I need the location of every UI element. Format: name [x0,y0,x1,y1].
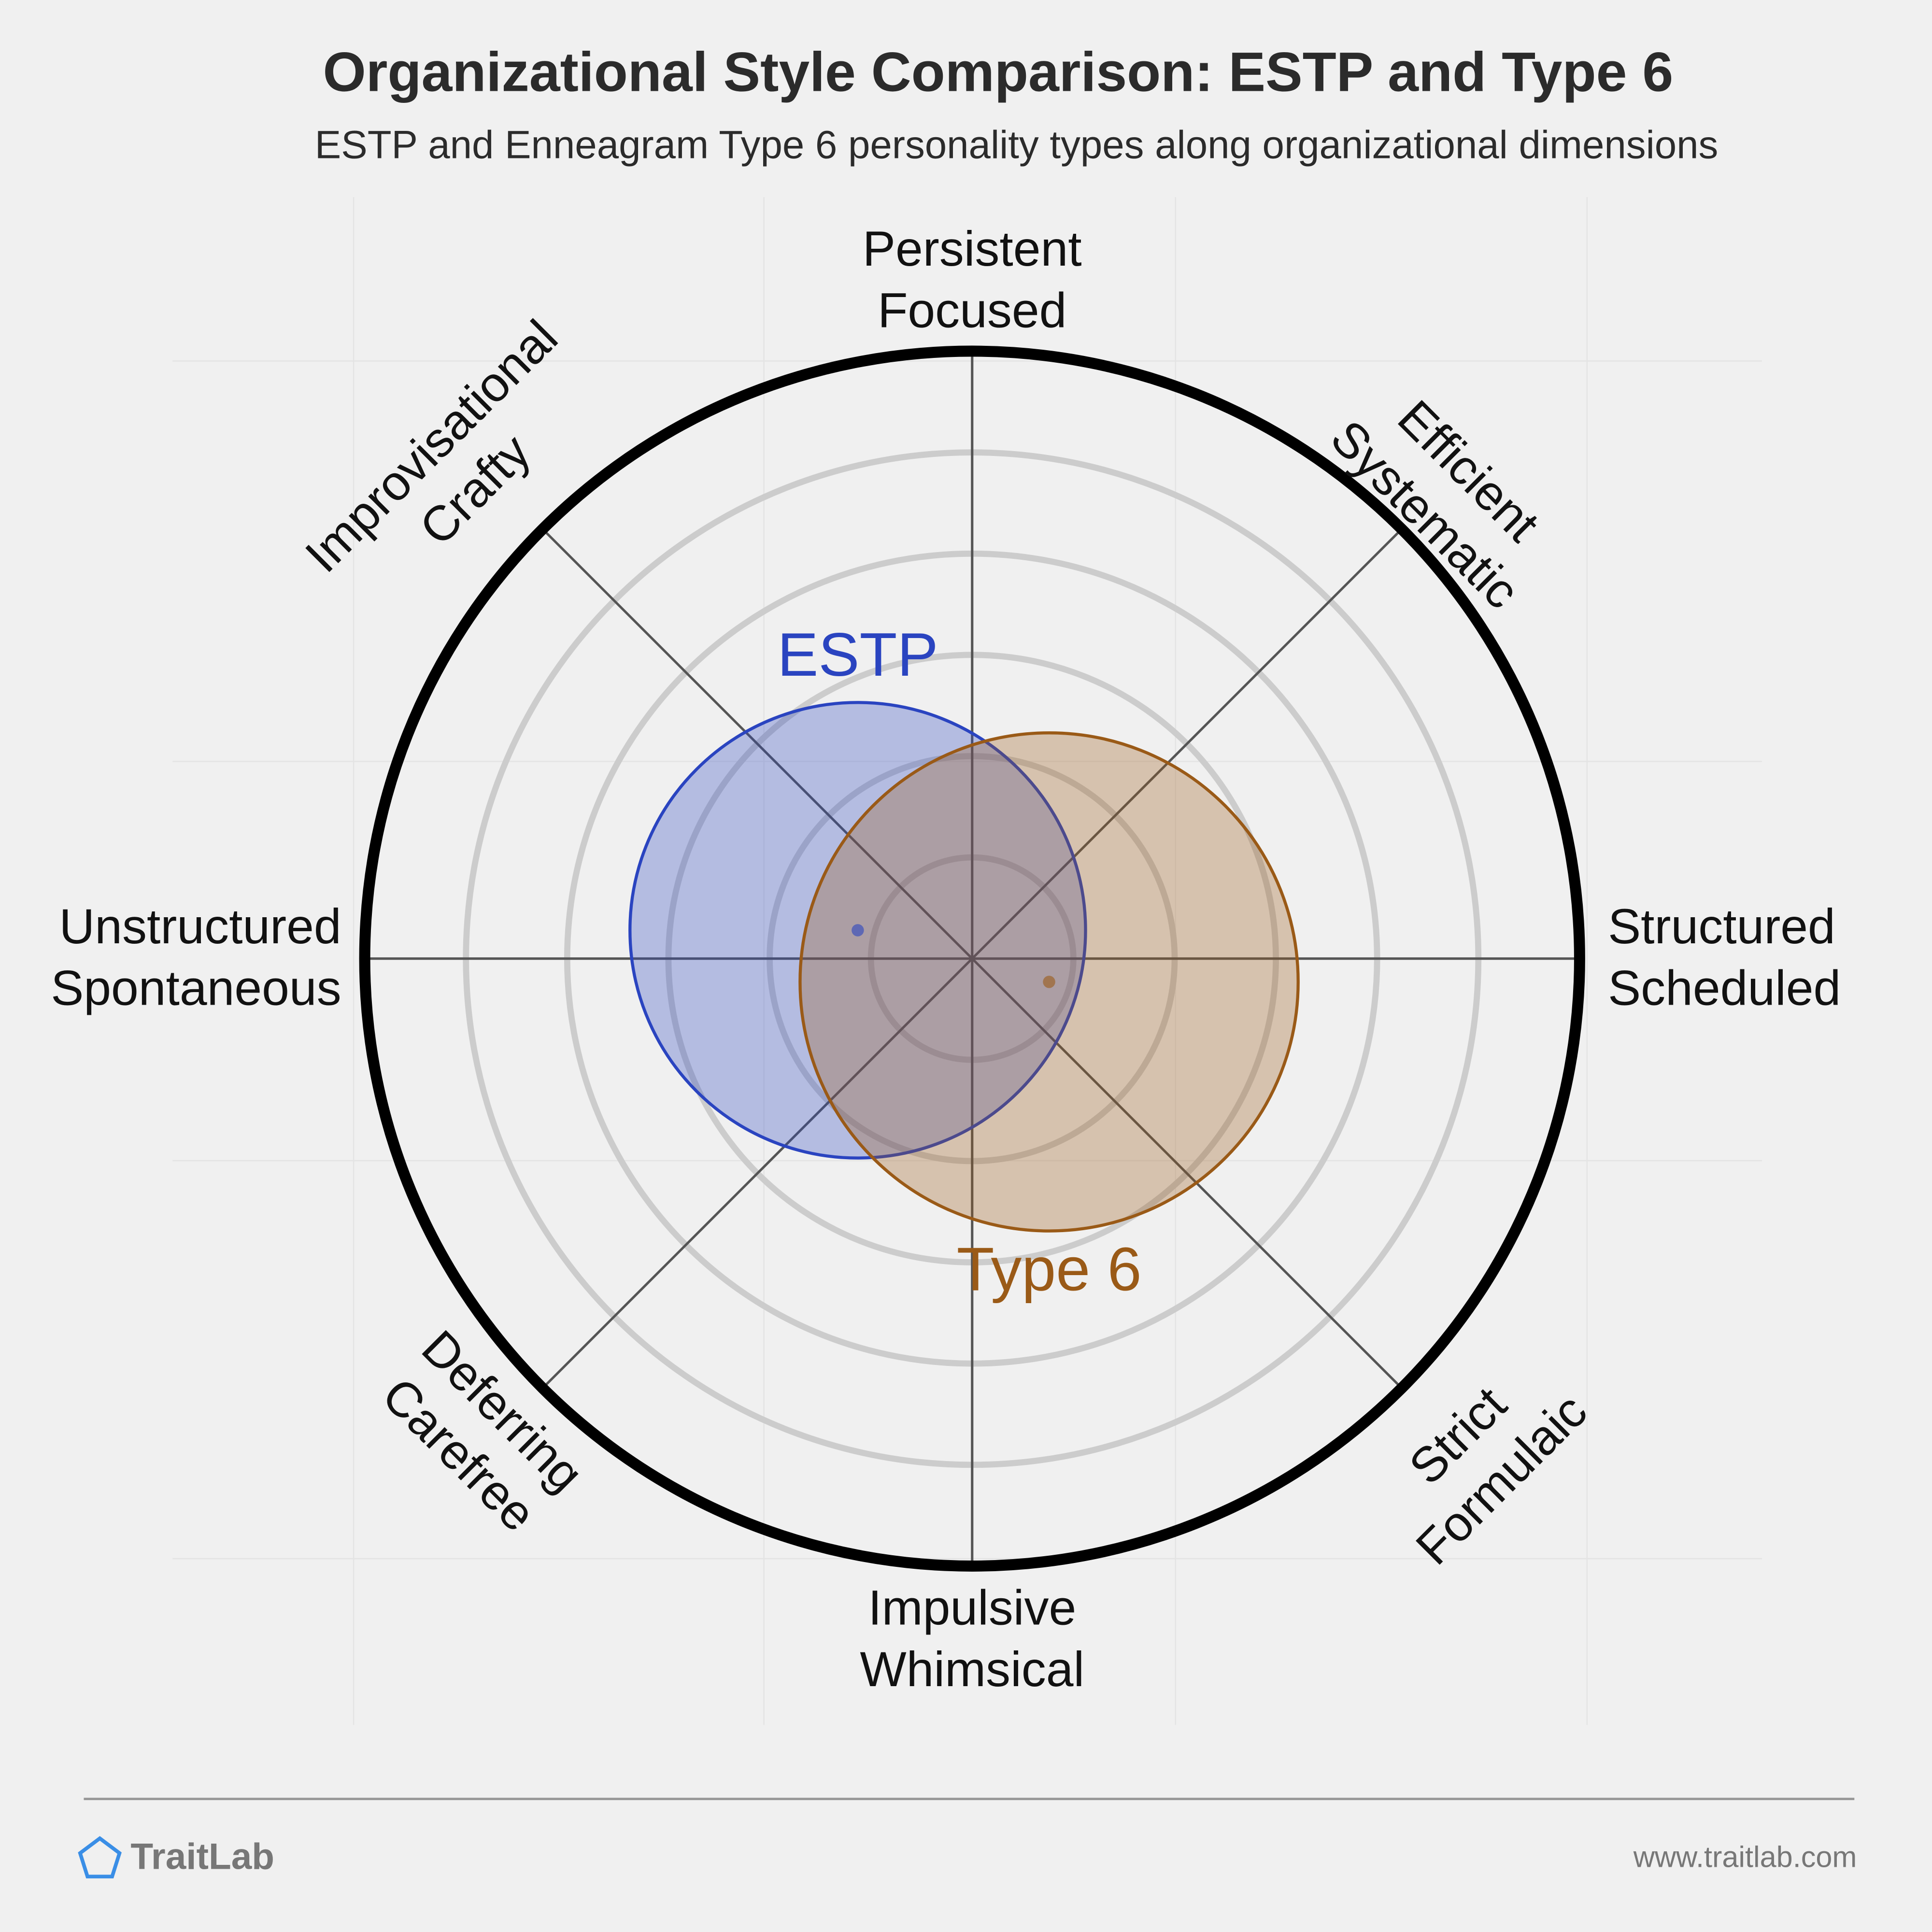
axis-label: Impulsive Whimsical [860,1580,1084,1697]
outer-ring [359,345,1585,1572]
axis-label-line: Persistent [863,221,1082,276]
series-label: Type 6 [957,1236,1142,1304]
series-label: ESTP [777,621,938,689]
type-center [1043,976,1055,988]
axis-label-line: Structured [1608,899,1835,954]
axis-label-line: Unstructured [59,899,341,954]
brand-name: TraitLab [130,1836,274,1877]
spoke [541,528,1403,1389]
chart-title: Organizational Style Comparison: ESTP an… [323,41,1673,103]
axis-label: Structured Scheduled [1608,899,1841,1016]
brand-logo [78,1836,122,1879]
footer-url: www.traitlab.com [1633,1841,1857,1874]
axis-label-line: Scheduled [1608,961,1841,1016]
axis-label-line: Impulsive [868,1580,1076,1635]
chart-subtitle: ESTP and Enneagram Type 6 personality ty… [315,123,1719,167]
axis-label: Persistent Focused [863,221,1082,338]
axis-label: Unstructured Spontaneous [51,899,341,1016]
type-center [852,924,864,937]
axis-label-line: Whimsical [860,1642,1084,1697]
axis-label-line: Focused [878,283,1066,338]
axis-label-line: Spontaneous [51,961,341,1016]
